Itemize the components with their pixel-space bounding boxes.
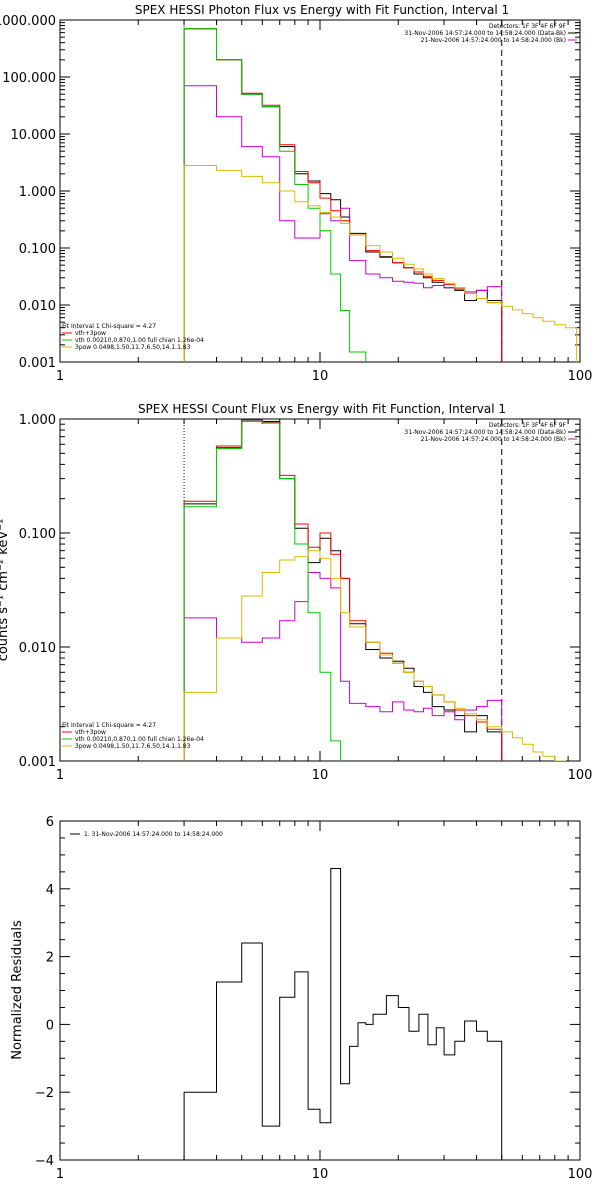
series-group <box>183 419 567 761</box>
series-vth <box>183 421 342 761</box>
series-data-bk <box>183 419 503 761</box>
legend-bottom-entry: Fit Interval 1 Chi-square = 4.27 <box>62 722 156 729</box>
series-3pow <box>183 550 567 761</box>
y-tick-label: 1.000 <box>19 185 56 200</box>
legend-top-entry: 21-Nov-2006 14:57:24.000 to 14:58:24.000… <box>421 37 566 44</box>
legend-bottom-entry: 3pow 0.0498,1.50,11.7,6.50,14.1,1.83 <box>75 743 191 750</box>
x-axis-ticks: 1 10 100 <box>56 821 593 1182</box>
x-tick-label: 1 <box>56 369 64 384</box>
y-tick-label: 0.001 <box>19 356 56 371</box>
x-tick-label: 1 <box>56 1167 64 1182</box>
series-bk <box>183 85 503 362</box>
x-tick-label: 100 <box>568 369 593 384</box>
legend-top-entry: 21-Nov-2006 14:57:24.000 to 14:58:24.000… <box>421 436 566 443</box>
series-vth-3pow <box>183 28 503 362</box>
y-tick-label: 0.010 <box>19 299 56 314</box>
count-flux-y-axis-label: counts s⁻¹ cm⁻² keV⁻¹ <box>0 519 11 662</box>
legend-bottom-entry: 3pow 0.0498,1.50,11.7,6.50,14.1,1.83 <box>75 344 191 351</box>
legend-bottom-entry: vth 0.00210,0.870,1.00 full chian 1.26e-… <box>75 736 204 743</box>
x-tick-label: 10 <box>312 1167 329 1182</box>
series-3pow <box>183 165 578 362</box>
legend-bottom-entry: Fit Interval 1 Chi-square = 4.27 <box>62 323 156 330</box>
residuals-y-axis-label: Normalized Residuals <box>10 920 25 1060</box>
series-vth-3pow <box>183 419 503 761</box>
x-tick-label: 10 <box>312 768 329 783</box>
legend-bottom-entry: vth+3pow <box>75 330 106 337</box>
series-vth <box>183 28 367 362</box>
residuals-plot: 1 10 100 6 4 2 0 −2 −4 1. 31-Nov-2006 14:57:24.00… <box>35 815 593 1182</box>
photon-flux-panel: SPEX HESSI Photon Flux vs Energy with Fi… <box>0 3 593 384</box>
legend-bottom: Fit Interval 1 Chi-square = 4.27vth+3pow… <box>62 323 204 351</box>
x-tick-label: 100 <box>568 768 593 783</box>
photon-flux-title: SPEX HESSI Photon Flux vs Energy with Fi… <box>135 3 509 17</box>
y-tick-label: 0.100 <box>19 242 56 257</box>
y-tick-label: 0 <box>46 1018 54 1033</box>
y-axis-ticks: 0.001 0.010 0.100 1.000 10.000 100.000 1000.00… <box>0 14 580 371</box>
y-tick-label: 1.000 <box>19 413 56 428</box>
legend-top-entry: 31-Nov-2006 14:57:24.000 to 14:58:24.000… <box>404 429 566 436</box>
legend-top-entry: Detectors: 1F 3F 4F 6F 9F <box>489 23 567 30</box>
count-flux-title: SPEX HESSI Count Flux vs Energy with Fit… <box>138 402 506 416</box>
residuals-panel: Normalized Residuals 1 10 100 6 4 2 0 −2 −4 1. 31… <box>10 815 592 1182</box>
y-tick-label: −2 <box>35 1086 54 1101</box>
legend-bottom-entry: vth+3pow <box>75 729 106 736</box>
photon-flux-plot: 1 10 1000.0010.0100.1001.00010.000100.0001… <box>0 14 593 384</box>
y-tick-label: 1000.000 <box>0 14 56 29</box>
series-group <box>183 28 578 362</box>
legend-bottom: Fit Interval 1 Chi-square = 4.27vth+3pow… <box>62 722 204 750</box>
y-tick-label: 0.100 <box>19 527 56 542</box>
y-tick-label: 4 <box>46 883 54 898</box>
y-tick-label: 100.000 <box>2 71 56 86</box>
series-bk <box>183 572 503 761</box>
legend-top: 1. 31-Nov-2006 14:57:24.000 to 14:58:24.… <box>70 831 223 838</box>
x-tick-label: 100 <box>568 1167 593 1182</box>
y-tick-label: −4 <box>35 1154 54 1169</box>
series-data-bk <box>183 28 503 362</box>
y-tick-label: 0.010 <box>19 641 56 656</box>
legend-top-entry: 31-Nov-2006 14:57:24.000 to 14:58:24.000… <box>404 30 566 37</box>
count-flux-panel: SPEX HESSI Count Flux vs Energy with Fit… <box>0 402 593 783</box>
x-axis-ticks: 1 10 100 <box>56 20 593 384</box>
y-tick-label: 2 <box>46 951 54 966</box>
y-tick-label: 10.000 <box>11 128 57 143</box>
legend-top-entry: 1. 31-Nov-2006 14:57:24.000 to 14:58:24.… <box>84 831 223 838</box>
series-group <box>183 868 503 1160</box>
y-axis-ticks: 0.001 0.010 0.100 1.000 <box>19 413 580 770</box>
y-tick-label: 6 <box>46 815 54 830</box>
x-tick-label: 10 <box>312 369 329 384</box>
series-1-31-nov-2006-14-57-24-000-to-14-58-24-000 <box>183 868 503 1160</box>
y-tick-label: 0.001 <box>19 755 56 770</box>
y-axis-ticks: 6 4 2 0 −2 −4 <box>35 815 580 1169</box>
count-flux-plot: 1 10 100 0.001 0.010 0.100 1.000 Detectors: 1F … <box>19 413 593 783</box>
x-tick-label: 1 <box>56 768 64 783</box>
legend-bottom-entry: vth 0.00210,0.870,1.00 full chian 1.26e-… <box>75 337 204 344</box>
legend-top-entry: Detectors: 1F 3F 4F 6F 9F <box>489 422 567 429</box>
